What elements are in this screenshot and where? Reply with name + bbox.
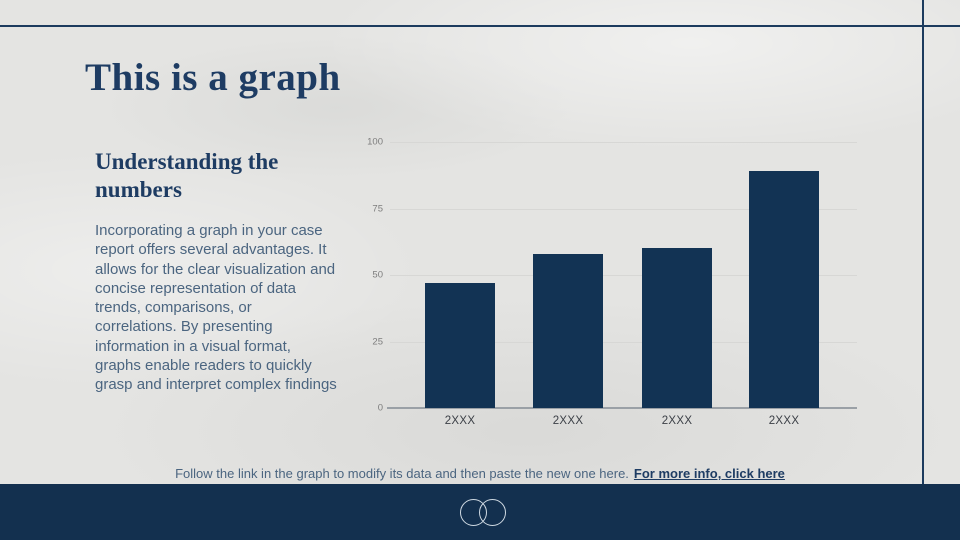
bar-chart[interactable]: 0 25 50 75 100 2XXX 2XXX 2XXX 2XXX	[367, 137, 857, 427]
page-title: This is a graph	[85, 56, 341, 99]
footer-note-text: Follow the link in the graph to modify i…	[175, 466, 629, 481]
bar-2	[533, 253, 603, 408]
x-category-label-3: 2XXX	[661, 415, 693, 427]
bar-3	[642, 248, 712, 408]
bar-4	[749, 171, 819, 408]
x-category-label-1: 2XXX	[444, 415, 476, 427]
gridline-50	[390, 275, 857, 276]
body-text: Incorporating a graph in your case repor…	[95, 222, 337, 394]
overlapping-circles-logo	[460, 498, 506, 526]
gridline-100	[390, 142, 857, 143]
bar-1	[425, 282, 495, 408]
vertical-accent-line	[922, 0, 924, 484]
section-heading: Understanding the numbers	[95, 149, 279, 202]
y-tick-label-25: 25	[372, 336, 383, 347]
footer-link[interactable]: For more info, click here	[633, 466, 785, 481]
top-divider-line	[0, 25, 960, 27]
gridline-75	[390, 208, 857, 210]
y-tick-label-50: 50	[372, 269, 383, 281]
x-category-label-4: 2XXX	[768, 415, 800, 427]
bottom-bar	[0, 484, 960, 540]
x-category-label-2: 2XXX	[552, 415, 584, 427]
logo-circle-right	[479, 498, 506, 526]
gridline-25	[390, 341, 857, 343]
text-column: Understanding the numbers Incorporating …	[95, 148, 345, 395]
footer-note: Follow the link in the graph to modify i…	[0, 466, 960, 481]
y-tick-label-0: 0	[377, 402, 383, 414]
y-tick-label-75: 75	[372, 203, 383, 214]
x-axis-line	[387, 407, 857, 409]
y-tick-label-100: 100	[367, 136, 383, 148]
